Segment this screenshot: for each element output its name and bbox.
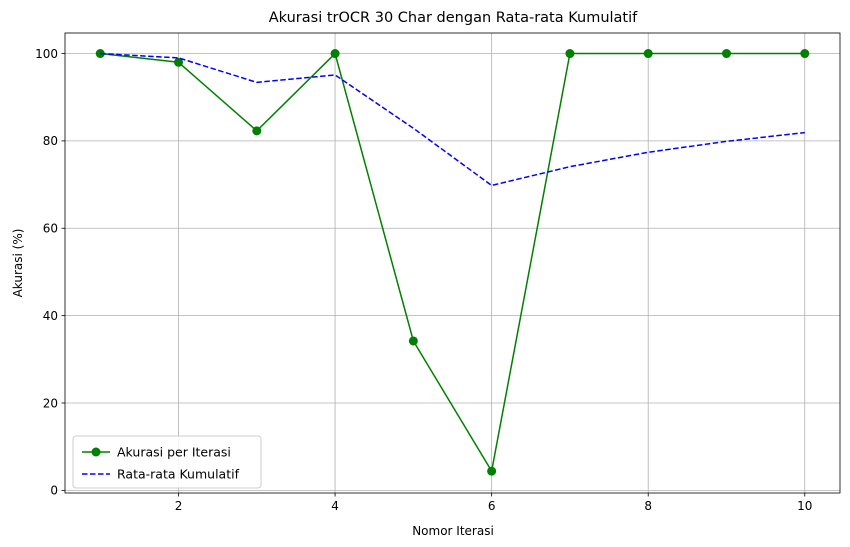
- plot-frame: [64, 32, 841, 494]
- y-axis-title: Akurasi (%): [11, 229, 25, 298]
- x-tick-label: 4: [331, 499, 339, 513]
- y-tick-label: 100: [35, 47, 58, 61]
- y-tick-label: 20: [43, 396, 58, 410]
- data-point: [565, 49, 575, 59]
- data-point: [174, 57, 184, 67]
- data-point: [721, 49, 731, 59]
- x-tick-label: 2: [175, 499, 183, 513]
- data-point: [800, 49, 810, 59]
- x-axis-title: Nomor Iterasi: [412, 524, 494, 538]
- legend-label-cumulative: Rata-rata Kumulatif: [117, 467, 240, 482]
- grid: [65, 33, 840, 493]
- data-point: [487, 466, 497, 476]
- data-point: [95, 49, 105, 59]
- legend-label-accuracy: Akurasi per Iterasi: [117, 445, 231, 460]
- y-tick-label: 60: [43, 222, 58, 236]
- y-tick-label: 80: [43, 134, 58, 148]
- x-tick-label: 8: [644, 499, 652, 513]
- data-point: [252, 126, 262, 136]
- legend: Akurasi per Iterasi Rata-rata Kumulatif: [72, 435, 262, 489]
- legend-marker-accuracy: [91, 447, 101, 457]
- x-tick-label: 10: [797, 499, 812, 513]
- data-point: [408, 336, 418, 346]
- series-line-accuracy: [100, 52, 805, 472]
- series-line-cumulative: [100, 52, 805, 187]
- y-tick-label: 0: [50, 484, 58, 498]
- y-tick-label: 40: [43, 309, 58, 323]
- data-point: [330, 49, 340, 59]
- data-point: [643, 49, 653, 59]
- x-tick-label: 6: [488, 499, 496, 513]
- chart-title: Akurasi trOCR 30 Char dengan Rata-rata K…: [269, 10, 638, 26]
- series-layer: [95, 49, 810, 476]
- legend-box: [72, 435, 262, 489]
